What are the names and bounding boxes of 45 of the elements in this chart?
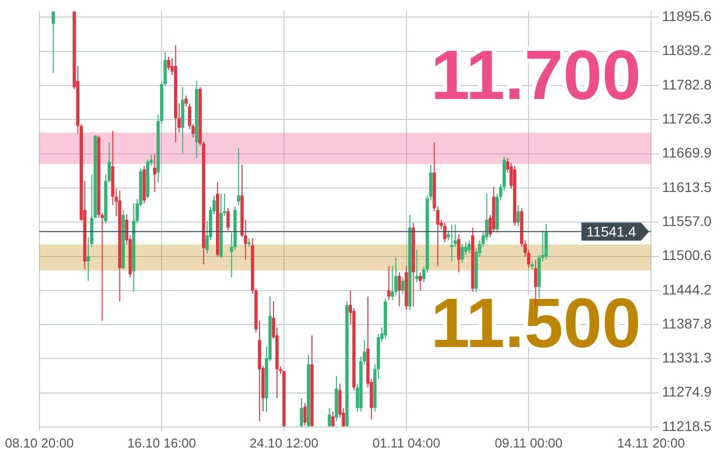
x-tick-label: 09.11 00:00 [494,435,563,449]
candlestick [398,272,401,307]
y-tick-label: 11557.0 [662,212,712,229]
x-tick-label: 08.10 20:00 [4,435,74,449]
candlestick [331,411,335,428]
y-tick-label: 11387.8 [662,315,712,332]
candlestick [300,398,304,428]
y-tick-label: 11331.3 [662,350,712,366]
candlestick [415,249,418,283]
candlestick [153,154,156,192]
band-label: 11.500 [430,284,641,362]
y-tick-label: 11669.9 [662,144,712,161]
candlestick [52,11,55,74]
candlestick [167,56,170,71]
candlestick [457,234,460,273]
y-tick-label: 11726.3 [662,110,712,127]
y-tick-label: 11218.5 [662,418,712,434]
band-label: 11.700 [434,38,644,117]
y-tick-label: 11613.5 [662,178,712,195]
candlestick [401,276,404,294]
y-tick-label: 11500.6 [662,247,712,264]
candlestick [394,257,398,296]
y-tick-label: 11444.2 [662,281,712,298]
candlestick [226,208,230,232]
x-tick-label: 24.10 12:00 [250,435,318,449]
y-tick-label: 11895.6 [662,8,712,24]
y-tick-label: 11839.2 [662,42,712,58]
x-tick-label: 01.11 04:00 [372,435,440,449]
x-tick-label: 16.10 16:00 [127,435,196,449]
candlestick [443,222,446,243]
candlestick [450,224,454,262]
candlestick [328,407,332,428]
x-tick-label: 14.11 20:00 [617,435,685,449]
candlestick [303,402,307,426]
candlestick [464,242,468,256]
ref-line-label: 11541.4 [586,223,636,240]
candlestick [387,266,390,301]
candlestick [468,240,471,254]
y-tick-label: 11782.8 [662,76,712,92]
candlestick [460,243,464,264]
candlestick [516,204,520,226]
candlestick [236,148,240,206]
candlestick [184,95,188,108]
candlestick [418,272,422,292]
y-tick-label: 11274.9 [662,384,712,400]
